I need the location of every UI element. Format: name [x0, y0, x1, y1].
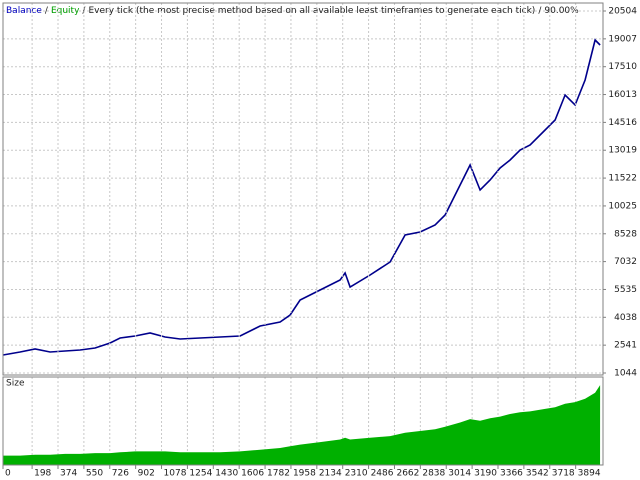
- x-tick-label: 3894: [578, 469, 601, 479]
- title-separator: /: [45, 6, 49, 16]
- chart-title: Balance / Equity / Every tick (the most prec…: [6, 6, 579, 16]
- x-tick-label: 550: [86, 469, 103, 479]
- y-tick-label: 4038: [614, 313, 637, 323]
- y-tick-label: 20504: [608, 7, 637, 17]
- x-tick-label: 1078: [164, 469, 187, 479]
- x-tick-label: 2310: [345, 469, 368, 479]
- x-tick-label: 2662: [396, 469, 419, 479]
- title-part: Equity: [51, 6, 80, 16]
- x-tick-label: 3718: [552, 469, 575, 479]
- balance-panel: 20504 19007 17510 16013 14516 13019 11522 10025…: [2, 6, 637, 379]
- x-tick-label: 3190: [474, 469, 497, 479]
- y-tick-label: 7032: [614, 257, 637, 267]
- size-frame: [2, 376, 604, 466]
- x-tick-label: 1958: [293, 469, 316, 479]
- title-part: Every tick (the most precise method base…: [88, 6, 535, 16]
- y-tick-label: 14516: [608, 118, 637, 128]
- x-tick-label: 374: [60, 469, 77, 479]
- x-tick-label: 3542: [526, 469, 549, 479]
- x-tick-label: 2838: [422, 469, 445, 479]
- balance-frame: [2, 2, 604, 376]
- y-tick-label: 2541: [614, 341, 637, 351]
- x-tick-label: 3014: [448, 469, 471, 479]
- y-tick-label: 17510: [608, 62, 637, 72]
- balance-line: [2, 38, 601, 356]
- panel-title: Size: [6, 379, 25, 389]
- x-tick-label: 1254: [189, 469, 212, 479]
- y-tick-label: 16013: [608, 90, 637, 100]
- y-tick-label: 13019: [608, 146, 637, 156]
- x-tick-label: 1430: [215, 469, 238, 479]
- x-tick-label: 726: [112, 469, 129, 479]
- x-tick-label: 2486: [371, 469, 394, 479]
- title-separator: /: [538, 6, 542, 16]
- size-area: [3, 385, 601, 465]
- y-tick-label: 8528: [614, 229, 637, 239]
- x-tick-label: 3366: [500, 469, 523, 479]
- y-tick-label: 19007: [608, 34, 637, 44]
- x-tick-label: 2134: [319, 469, 342, 479]
- y-tick-label: 5535: [614, 285, 637, 295]
- x-tick-label: 1782: [267, 469, 290, 479]
- x-tick-label: 198: [34, 469, 51, 479]
- y-tick-label: 11522: [608, 174, 637, 184]
- title-part: 90.00%: [544, 6, 579, 16]
- y-tick-label: 10025: [608, 201, 637, 211]
- title-part: Balance: [6, 6, 42, 16]
- x-tick-label: 902: [138, 469, 155, 479]
- title-separator: /: [82, 6, 86, 16]
- y-tick-label: 1044: [614, 369, 637, 379]
- x-tick-label: 0: [5, 469, 11, 479]
- size-panel: 0 198 374 550 726 902 1078 1254 1430 1606 1782 1958…: [2, 3, 601, 479]
- x-tick-label: 1606: [241, 469, 264, 479]
